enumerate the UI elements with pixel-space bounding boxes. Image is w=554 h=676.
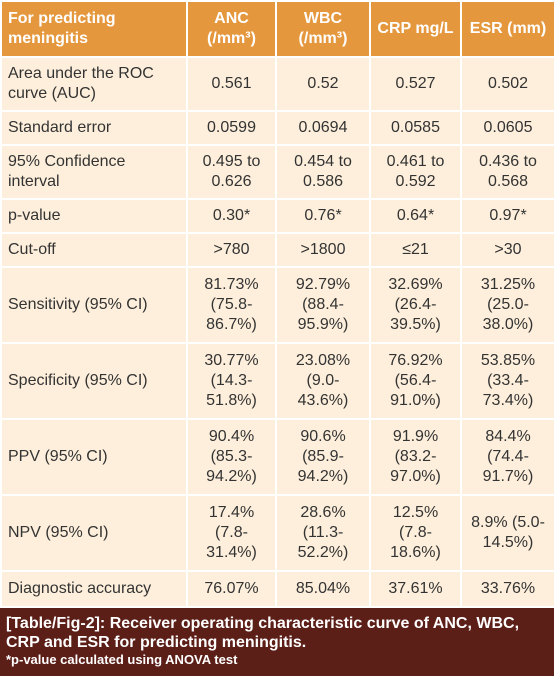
value-cell: ≤21 (369, 232, 462, 268)
value-cell: 0.76* (275, 198, 371, 234)
header-cell: ESR (mm) (460, 0, 554, 58)
value-cell: 85.04% (275, 570, 371, 608)
value-cell: 76.07% (186, 570, 277, 608)
value-cell: 0.0585 (369, 110, 462, 146)
value-cell: 0.0694 (275, 110, 371, 146)
value-cell: 91.9% (83.2-97.0%) (369, 418, 462, 496)
value-cell: 0.30* (186, 198, 277, 234)
caption-text: : Receiver operating characteristic curv… (6, 615, 520, 651)
value-cell: 90.6% (85.9-94.2%) (275, 418, 371, 496)
value-cell: 0.461 to 0.592 (369, 144, 462, 200)
table-row: 95% Confidence interval 0.495 to 0.626 0.4… (0, 144, 554, 200)
value-cell: 0.495 to 0.626 (186, 144, 277, 200)
value-cell: 31.25% (25.0-38.0%) (460, 266, 554, 344)
row-label: Specificity (95% CI) (0, 342, 188, 420)
table-row: p-value 0.30* 0.76* 0.64* 0.97* (0, 198, 554, 234)
value-cell: 0.52 (275, 56, 371, 112)
value-cell: >780 (186, 232, 277, 268)
table-row: Specificity (95% CI) 30.77% (14.3-51.8%) 2… (0, 342, 554, 420)
value-cell: 33.76% (460, 570, 554, 608)
caption-label: [Table/Fig-2] (6, 615, 100, 632)
value-cell: 90.4% (85.3-94.2%) (186, 418, 277, 496)
header-cell: For predicting meningitis (0, 0, 188, 58)
caption-note: *p-value calculated using ANOVA test (6, 652, 238, 667)
row-label: NPV (95% CI) (0, 494, 188, 572)
value-cell: 0.64* (369, 198, 462, 234)
value-cell: 8.9% (5.0-14.5%) (460, 494, 554, 572)
header-row: For predicting meningitis ANC (/mm³) WBC (… (0, 0, 554, 58)
row-label: PPV (95% CI) (0, 418, 188, 496)
row-label: Cut-off (0, 232, 188, 268)
value-cell: 0.561 (186, 56, 277, 112)
value-cell: 28.6% (11.3-52.2%) (275, 494, 371, 572)
row-label: Sensitivity (95% CI) (0, 266, 188, 344)
value-cell: 84.4% (74.4-91.7%) (460, 418, 554, 496)
value-cell: 0.454 to 0.586 (275, 144, 371, 200)
table-row: Cut-off >780 >1800 ≤21 >30 (0, 232, 554, 268)
value-cell: 12.5% (7.8-18.6%) (369, 494, 462, 572)
table-row: Sensitivity (95% CI) 81.73% (75.8-86.7%) 9… (0, 266, 554, 344)
data-table: For predicting meningitis ANC (/mm³) WBC (… (0, 0, 554, 608)
value-cell: 76.92% (56.4-91.0%) (369, 342, 462, 420)
value-cell: 0.0599 (186, 110, 277, 146)
table-row: Area under the ROC curve (AUC) 0.561 0.52 0… (0, 56, 554, 112)
row-label: Standard error (0, 110, 188, 146)
value-cell: 37.61% (369, 570, 462, 608)
caption: [Table/Fig-2]: Receiver operating charac… (0, 608, 554, 676)
header-cell: WBC (/mm³) (275, 0, 371, 58)
table-row: Standard error 0.0599 0.0694 0.0585 0.0605 (0, 110, 554, 146)
table-row: Diagnostic accuracy 76.07% 85.04% 37.61% 33.… (0, 570, 554, 608)
row-label: 95% Confidence interval (0, 144, 188, 200)
table-row: NPV (95% CI) 17.4% (7.8-31.4%) 28.6% (11.3… (0, 494, 554, 572)
header-cell: CRP mg/L (369, 0, 462, 58)
value-cell: >1800 (275, 232, 371, 268)
table-row: PPV (95% CI) 90.4% (85.3-94.2%) 90.6% (85.… (0, 418, 554, 496)
value-cell: 53.85% (33.4-73.4%) (460, 342, 554, 420)
value-cell: 81.73% (75.8-86.7%) (186, 266, 277, 344)
value-cell: 23.08% (9.0-43.6%) (275, 342, 371, 420)
value-cell: 0.527 (369, 56, 462, 112)
value-cell: >30 (460, 232, 554, 268)
value-cell: 0.436 to 0.568 (460, 144, 554, 200)
value-cell: 0.502 (460, 56, 554, 112)
value-cell: 92.79% (88.4-95.9%) (275, 266, 371, 344)
row-label: Area under the ROC curve (AUC) (0, 56, 188, 112)
value-cell: 0.97* (460, 198, 554, 234)
value-cell: 17.4% (7.8-31.4%) (186, 494, 277, 572)
value-cell: 0.0605 (460, 110, 554, 146)
row-label: p-value (0, 198, 188, 234)
header-cell: ANC (/mm³) (186, 0, 277, 58)
value-cell: 32.69% (26.4-39.5%) (369, 266, 462, 344)
value-cell: 30.77% (14.3-51.8%) (186, 342, 277, 420)
row-label: Diagnostic accuracy (0, 570, 188, 608)
